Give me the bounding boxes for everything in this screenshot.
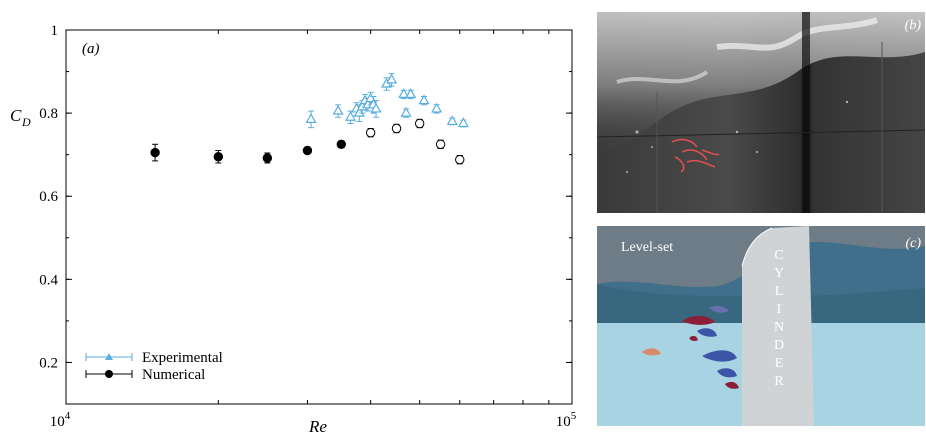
cylinder-letter: R bbox=[774, 374, 784, 389]
svg-text:C: C bbox=[10, 106, 22, 125]
data-point-experimental bbox=[332, 104, 344, 115]
data-point-experimental bbox=[405, 88, 417, 99]
data-point-experimental bbox=[431, 102, 443, 113]
data-point-experimental bbox=[418, 94, 430, 105]
panel-label-a: (a) bbox=[82, 41, 100, 57]
panel-label-c: (c) bbox=[905, 236, 921, 251]
data-point-experimental bbox=[457, 117, 469, 128]
data-point-experimental bbox=[305, 113, 317, 123]
y-tick-label: 0.8 bbox=[39, 106, 58, 122]
y-tick-label: 1 bbox=[51, 23, 59, 39]
photo-experiment: (b) bbox=[597, 12, 925, 213]
legend-item-numerical: Numerical bbox=[85, 367, 205, 383]
data-point-numerical bbox=[213, 152, 224, 162]
x-tick-label: 104 bbox=[50, 410, 71, 430]
cylinder-letter: E bbox=[774, 356, 784, 371]
cylinder-label: C Y L I N D E R bbox=[767, 248, 791, 390]
legend-item-experimental: Experimental bbox=[85, 350, 223, 366]
data-point-numerical bbox=[414, 118, 425, 129]
svg-text:Numerical: Numerical bbox=[142, 367, 205, 383]
cylinder-letter: L bbox=[774, 284, 784, 299]
drag-coefficient-chart: 0.2 0.4 0.6 0.8 1 104 105 (a) C D Re Experime… bbox=[10, 23, 577, 436]
data-point-experimental bbox=[398, 88, 410, 99]
data-point-numerical bbox=[302, 145, 313, 156]
series-experimental bbox=[305, 73, 469, 129]
svg-text:D: D bbox=[21, 115, 31, 129]
y-axis-title: C D bbox=[10, 106, 31, 129]
x-tick-label: 105 bbox=[556, 410, 577, 430]
photo-simulation-image bbox=[597, 226, 925, 426]
data-point-experimental bbox=[353, 106, 365, 117]
data-point-numerical bbox=[262, 153, 273, 163]
data-point-experimental bbox=[400, 106, 412, 117]
data-point-numerical bbox=[455, 154, 465, 165]
data-point-numerical bbox=[150, 147, 160, 158]
vortex-structures bbox=[642, 305, 739, 389]
levelset-label: Level-set bbox=[621, 240, 674, 255]
data-point-experimental bbox=[370, 102, 382, 113]
svg-text:Experimental: Experimental bbox=[142, 350, 223, 366]
x-axis-ticks: 104 105 bbox=[50, 30, 577, 430]
legend: Experimental Numerical bbox=[85, 350, 223, 383]
data-point-numerical bbox=[391, 123, 402, 134]
cylinder-letter: C bbox=[774, 248, 784, 263]
data-point-numerical bbox=[365, 127, 376, 138]
vortex-markers bbox=[671, 138, 720, 173]
y-tick-label: 0.2 bbox=[39, 355, 58, 371]
data-point-experimental bbox=[446, 115, 458, 126]
cylinder-letter: I bbox=[776, 302, 782, 317]
data-point-numerical bbox=[336, 139, 346, 149]
photo-experiment-image bbox=[597, 12, 925, 213]
y-tick-label: 0.4 bbox=[39, 272, 58, 288]
x-axis-title: Re bbox=[308, 417, 327, 436]
data-point-experimental bbox=[386, 73, 398, 84]
cylinder-letter: N bbox=[773, 320, 785, 335]
photo-simulation: Level-set (c) C Y L I N D E R bbox=[597, 226, 925, 426]
cylinder-letter: Y bbox=[773, 266, 785, 281]
data-point-numerical bbox=[435, 139, 446, 149]
data-point-experimental bbox=[344, 111, 357, 121]
y-tick-label: 0.6 bbox=[39, 189, 58, 205]
series-numerical bbox=[150, 118, 465, 165]
panel-label-b: (b) bbox=[904, 18, 921, 33]
plot-frame bbox=[65, 29, 573, 405]
cylinder-letter: D bbox=[773, 338, 785, 353]
y-axis-ticks: 0.2 0.4 0.6 0.8 1 bbox=[39, 23, 572, 405]
